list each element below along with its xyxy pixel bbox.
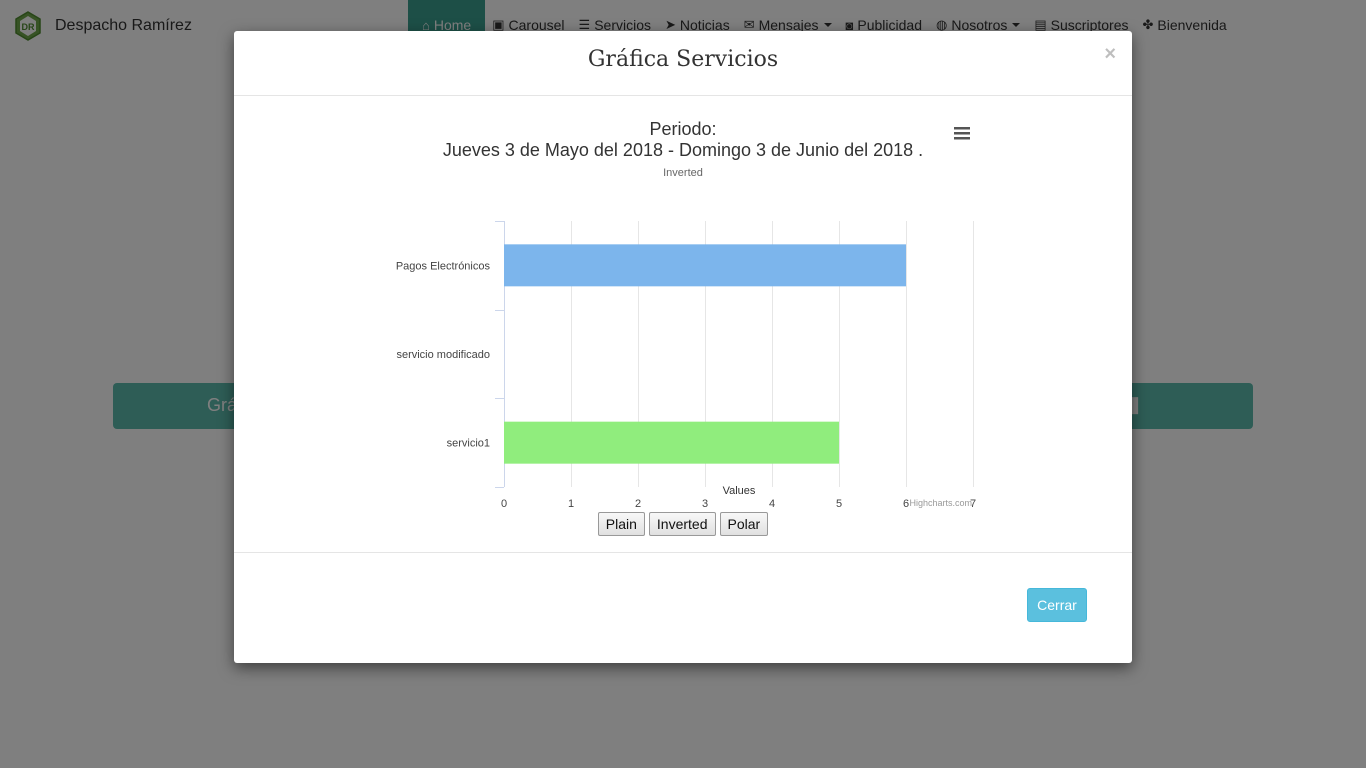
- bar[interactable]: [504, 421, 839, 464]
- value-tick-label: 1: [568, 498, 574, 510]
- chart-title-period: Jueves 3 de Mayo del 2018 - Domingo 3 de…: [443, 140, 923, 160]
- bar[interactable]: [504, 244, 906, 287]
- value-axis-ticks: 0 1 2 3 4 5 6 7: [501, 498, 976, 510]
- inverted-button[interactable]: Inverted: [648, 512, 716, 536]
- chart-bars: [504, 244, 906, 464]
- chart-subtitle: Inverted: [663, 167, 703, 179]
- bar-chart: Periodo: Jueves 3 de Mayo del 2018 - Dom…: [396, 119, 976, 510]
- modal-title: Gráfica Servicios: [587, 47, 779, 72]
- category-label: Pagos Electrónicos: [396, 260, 491, 272]
- value-tick-label: 0: [501, 498, 507, 510]
- value-tick-label: 4: [769, 498, 775, 510]
- chart-title: Periodo:: [649, 119, 716, 139]
- value-tick-label: 3: [702, 498, 708, 510]
- plain-button[interactable]: Plain: [597, 512, 645, 536]
- value-tick-label: 5: [836, 498, 842, 510]
- category-label: servicio modificado: [396, 349, 490, 361]
- value-tick-label: 7: [970, 498, 976, 510]
- value-tick-label: 2: [635, 498, 641, 510]
- polar-button[interactable]: Polar: [719, 512, 769, 536]
- value-tick-label: 6: [903, 498, 909, 510]
- modal-header: Gráfica Servicios ×: [234, 31, 1132, 96]
- modal-footer: Cerrar: [234, 552, 1132, 664]
- chart-credits-link[interactable]: Highcharts.com: [909, 498, 972, 508]
- category-label: servicio1: [447, 438, 490, 450]
- category-axis: Pagos Electrónicos servicio modificado ser…: [396, 221, 505, 488]
- close-button[interactable]: ×: [1104, 43, 1116, 65]
- cerrar-button[interactable]: Cerrar: [1027, 588, 1087, 622]
- chart-mode-buttons: Plain Inverted Polar: [234, 512, 1132, 536]
- modal-dialog: Gráfica Servicios × Periodo: Jueves 3 de…: [234, 31, 1132, 663]
- hamburger-menu-icon[interactable]: [951, 125, 973, 143]
- value-axis-title: Values: [723, 485, 756, 497]
